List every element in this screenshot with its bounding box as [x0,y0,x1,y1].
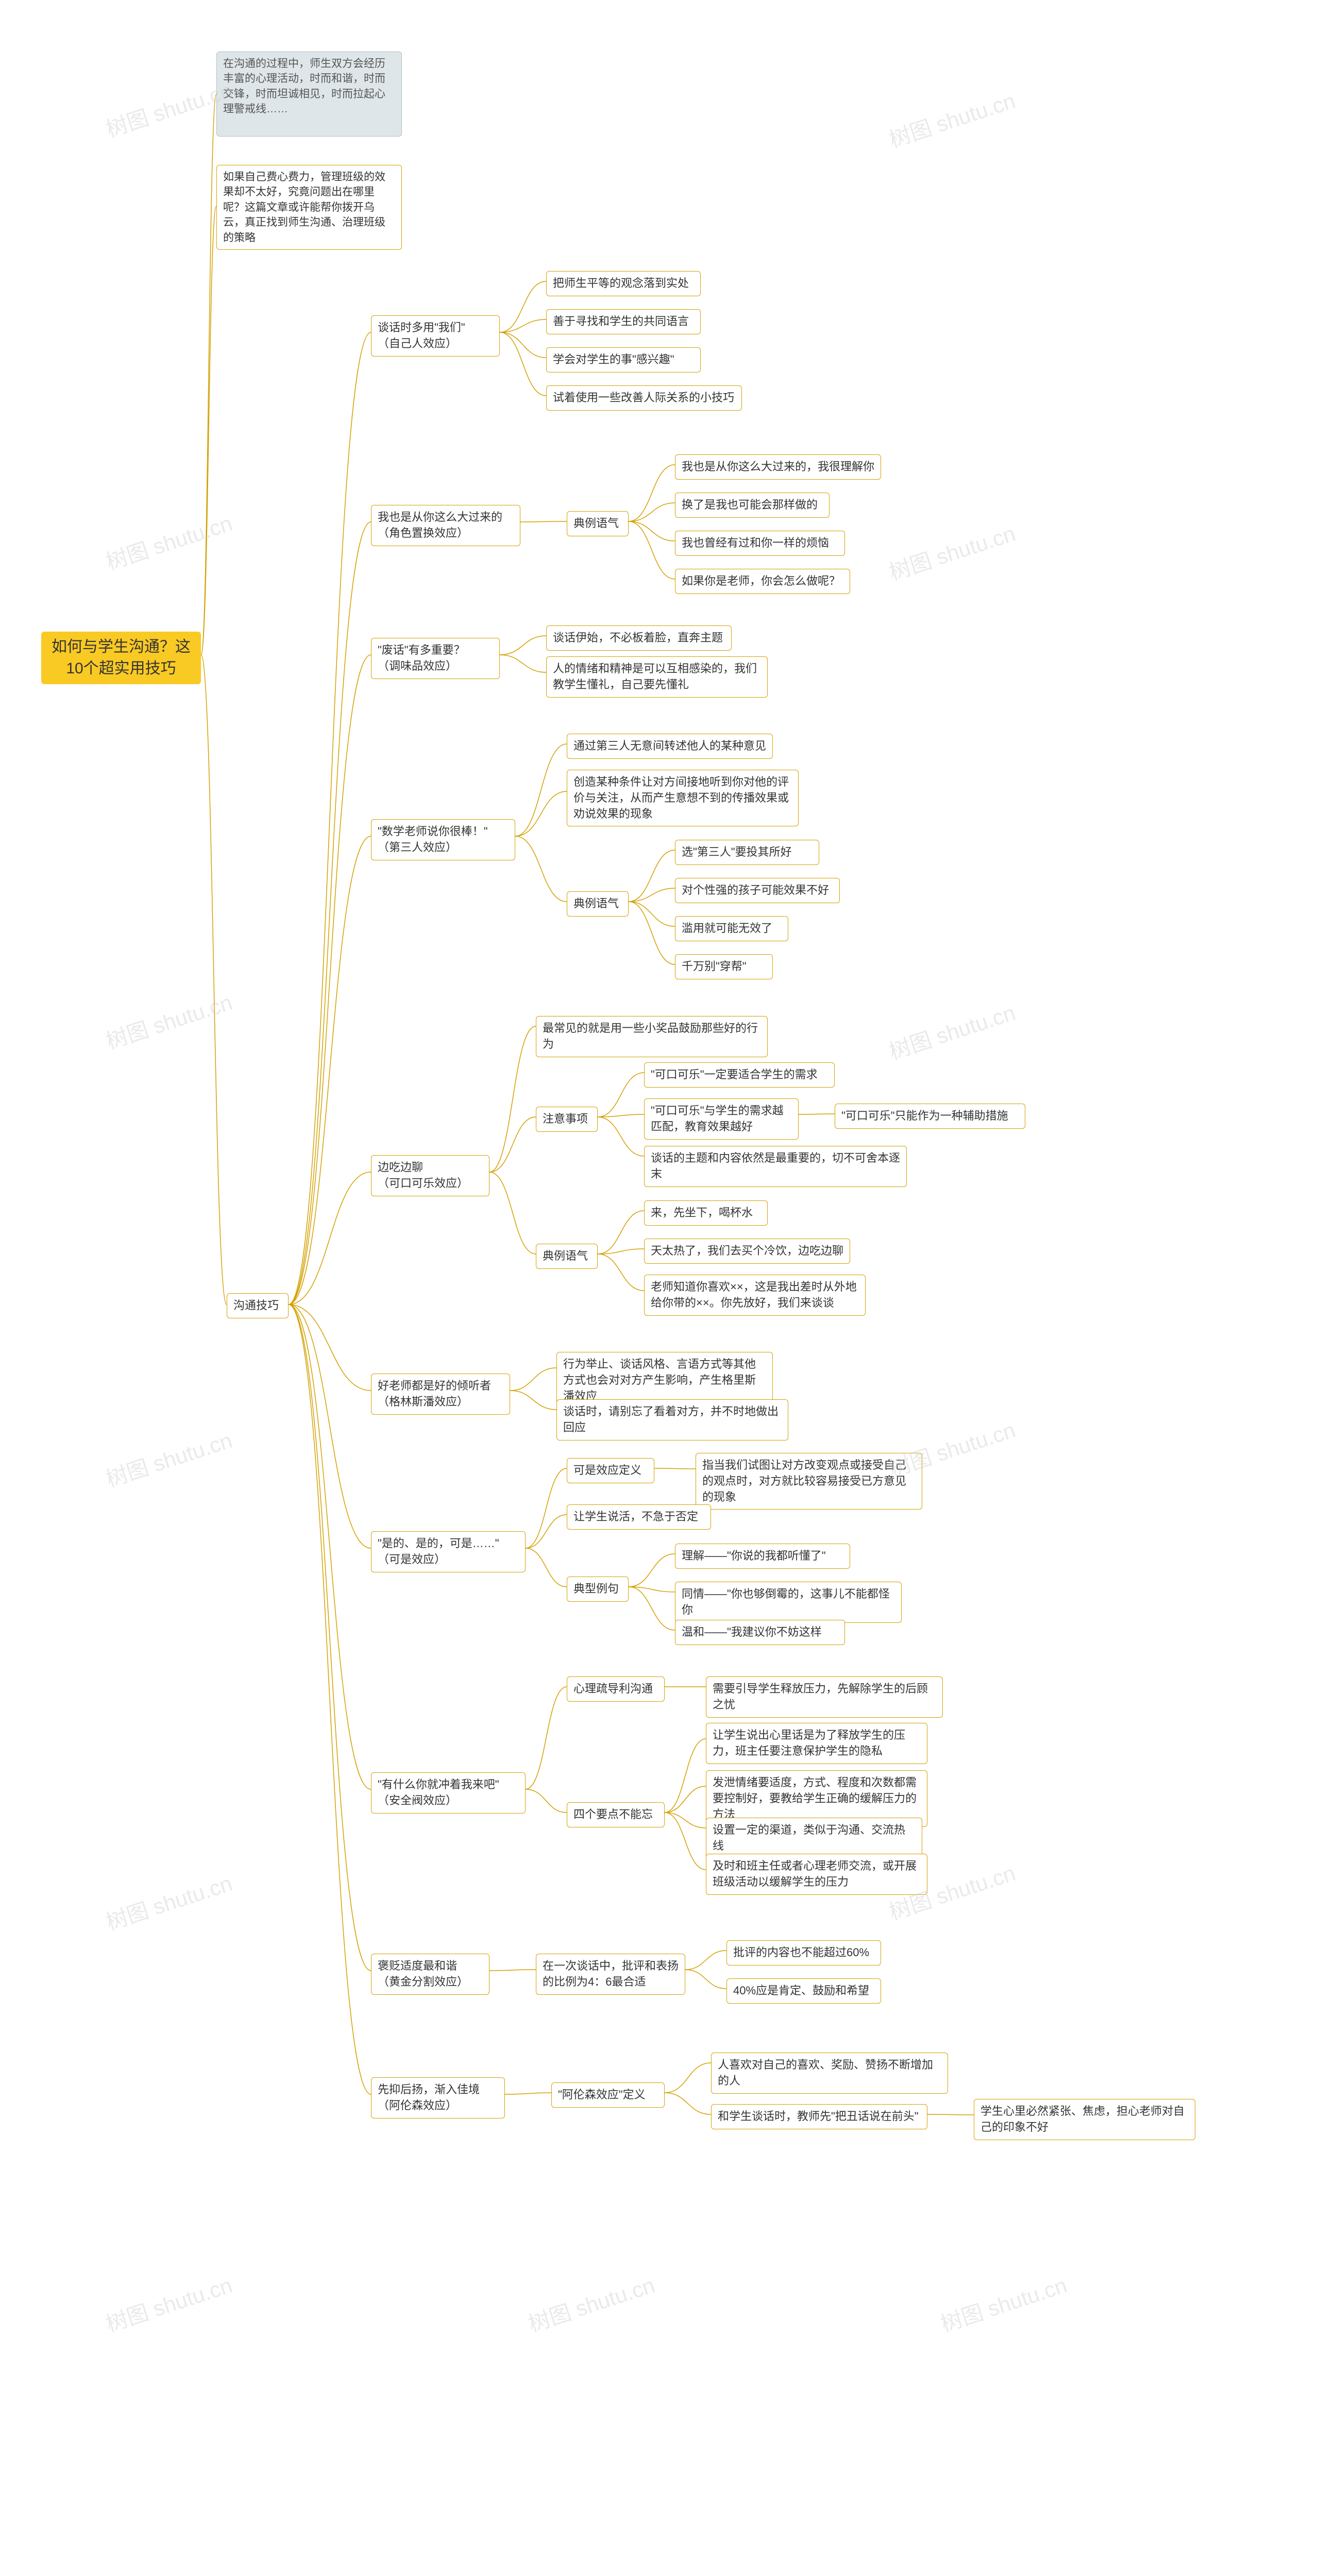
mindmap-node-d2-1: 同情——"你也够倒霉的，这事儿不能都怪你 [675,1582,902,1623]
mindmap-node-d2-2: 我也曾经有过和你一样的烦恼 [675,531,845,556]
watermark: 树图 shutu.cn [524,2268,658,2338]
root-node[interactable]: 如何与学生沟通？这10个超实用技巧 [41,632,201,684]
mindmap-node-d2-1: "可口可乐"与学生的需求越匹配，教育效果越好 [644,1098,799,1140]
mindmap-node-d2-0: 我也是从你这么大过来的，我很理解你 [675,454,881,480]
technique-node-5[interactable]: 好老师都是好的倾听者 （格林斯潘效应） [371,1374,510,1415]
mindmap-node-d2-1: 天太热了，我们去买个冷饮，边吃边聊 [644,1239,850,1264]
mindmap-node-d1-1[interactable]: 创造某种条件让对方间接地听到你对他的评价与关注，从而产生意想不到的传播效果或劝说… [567,770,799,826]
mindmap-node-d2-0: 需要引导学生释放压力，先解除学生的后顾之忧 [706,1676,943,1718]
watermark: 树图 shutu.cn [885,83,1019,154]
mindmap-node-d1-1[interactable]: 注意事项 [536,1107,598,1132]
technique-node-7[interactable]: "有什么你就冲着我来吧" （安全阀效应） [371,1772,526,1814]
mindmap-node-d2-2: 滥用就可能无效了 [675,916,788,941]
technique-node-2[interactable]: "废话"有多重要？ （调味品效应） [371,638,500,679]
mindmap-node-d2-3: 如果你是老师，你会怎么做呢？ [675,569,850,594]
mindmap-node-d1-2[interactable]: 典例语气 [567,891,629,917]
mindmap-node-d1-0[interactable]: 心理疏导利沟通 [567,1676,665,1702]
mindmap-node-d2-1: 和学生谈话时，教师先"把丑话说在前头" [711,2104,927,2129]
mindmap-node-d2-2: 温和——"我建议你不妨这样 [675,1620,845,1645]
mindmap-node-d2-1: 40%应是肯定、鼓励和希望 [726,1978,881,2004]
watermark: 树图 shutu.cn [102,1423,236,1494]
watermark: 树图 shutu.cn [102,1866,236,1937]
intro-text-2: 如果自己费心费力，管理班级的效果却不太好，究竟问题出在哪里呢？这篇文章或许能帮你… [216,165,402,250]
mindmap-node-d2-3: 千万别"穿帮" [675,954,773,979]
mindmap-node-d2-0: 理解——"你说的我都听懂了" [675,1544,850,1569]
technique-node-1[interactable]: 我也是从你这么大过来的 （角色置换效应） [371,505,520,546]
mindmap-node-d2-0: "可口可乐"一定要适合学生的需求 [644,1062,835,1088]
watermark: 树图 shutu.cn [885,995,1019,1066]
watermark: 树图 shutu.cn [936,2268,1071,2338]
mindmap-node-d1-2[interactable]: 典例语气 [536,1244,598,1269]
technique-node-9[interactable]: 先抑后扬，渐入佳境 （阿伦森效应） [371,2077,505,2119]
mindmap-node-d1-1[interactable]: 谈话时，请别忘了看着对方，并不时地做出回应 [556,1399,788,1440]
mindmap-node-d2-2: 设置一定的渠道，类似于沟通、交流热线 [706,1818,922,1859]
mindmap-node-d2-3: 及时和班主任或者心理老师交流，或开展班级活动以缓解学生的压力 [706,1854,927,1895]
mindmap-node-d2-0: 人喜欢对自己的喜欢、奖励、赞扬不断增加的人 [711,2053,948,2094]
technique-node-4[interactable]: 边吃边聊 （可口可乐效应） [371,1155,489,1196]
technique-node-8[interactable]: 褒贬适度最和谐 （黄金分割效应） [371,1954,489,1995]
technique-node-3[interactable]: "数学老师说你很棒！" （第三人效应） [371,819,515,860]
mindmap-node-d2-0: 选"第三人"要投其所好 [675,840,819,865]
mindmap-node-d1-0[interactable]: 可是效应定义 [567,1458,654,1483]
mindmap-node-d1-0[interactable]: 典例语气 [567,511,629,536]
mindmap-node-d2-0: 来，先坐下，喝杯水 [644,1200,768,1226]
mindmap-node-d1-0[interactable]: 把师生平等的观念落到实处 [546,271,701,296]
mindmap-node-d1-1[interactable]: 善于寻找和学生的共同语言 [546,309,701,334]
mindmap-node-d1-3[interactable]: 试着使用一些改善人际关系的小技巧 [546,385,742,411]
mindmap-node-d2-0: 让学生说出心里话是为了释放学生的压力，班主任要注意保护学生的隐私 [706,1723,927,1764]
technique-node-0[interactable]: 谈话时多用"我们" （自己人效应） [371,315,500,357]
mindmap-node-d1-0[interactable]: 通过第三人无意间转述他人的某种意见 [567,734,773,759]
watermark: 树图 shutu.cn [102,2268,236,2338]
mindmap-node-d1-0[interactable]: 谈话伊始，不必板着脸，直奔主题 [546,625,732,651]
mindmap-node-d2-2: 谈话的主题和内容依然是最重要的，切不可舍本逐末 [644,1146,907,1187]
mindmap-node-d2-1: 对个性强的孩子可能效果不好 [675,878,840,903]
technique-node-6[interactable]: "是的、是的，可是……" （可是效应） [371,1531,526,1572]
mindmap-canvas: 如何与学生沟通？这10个超实用技巧 在沟通的过程中，师生双方会经历丰富的心理活动，… [10,10,1319,2576]
watermark: 树图 shutu.cn [102,985,236,1056]
mindmap-node-d2-0: 批评的内容也不能超过60% [726,1940,881,1965]
watermark: 树图 shutu.cn [102,506,236,577]
mindmap-node-d2-1: 换了是我也可能会那样做的 [675,493,830,518]
mindmap-node-d1-0[interactable]: "阿伦森效应"定义 [551,2082,665,2108]
mindmap-node-d2-0: 指当我们试图让对方改变观点或接受自己的观点时，对方就比较容易接受已方意见的现象 [696,1453,922,1510]
mindmap-node-d2-2: 老师知道你喜欢××，这是我出差时从外地给你带的××。你先放好，我们来谈谈 [644,1275,866,1316]
mindmap-node-d1-1[interactable]: 四个要点不能忘 [567,1802,665,1827]
mindmap-node-d1-1[interactable]: 人的情绪和精神是可以互相感染的，我们教学生懂礼，自己要先懂礼 [546,656,768,698]
intro-text-1: 在沟通的过程中，师生双方会经历丰富的心理活动，时而和谐，时而交锋，时而坦诚相见，… [216,52,402,137]
communication-skills-node[interactable]: 沟通技巧 [227,1293,289,1318]
mindmap-node-d1-0[interactable]: 在一次谈话中，批评和表扬的比例为4：6最合适 [536,1954,685,1995]
watermark: 树图 shutu.cn [885,516,1019,587]
watermark: 树图 shutu.cn [102,73,236,144]
mindmap-node-d1-1[interactable]: 让学生说活，不急于否定 [567,1504,711,1530]
mindmap-node-d3-0: "可口可乐"只能作为一种辅助措施 [835,1104,1025,1129]
mindmap-node-d3-0: 学生心里必然紧张、焦虑，担心老师对自己的印象不好 [974,2099,1195,2140]
mindmap-node-d1-0[interactable]: 最常见的就是用一些小奖品鼓励那些好的行为 [536,1016,768,1057]
mindmap-node-d1-2[interactable]: 典型例句 [567,1577,629,1602]
mindmap-node-d1-2[interactable]: 学会对学生的事"感兴趣" [546,347,701,372]
